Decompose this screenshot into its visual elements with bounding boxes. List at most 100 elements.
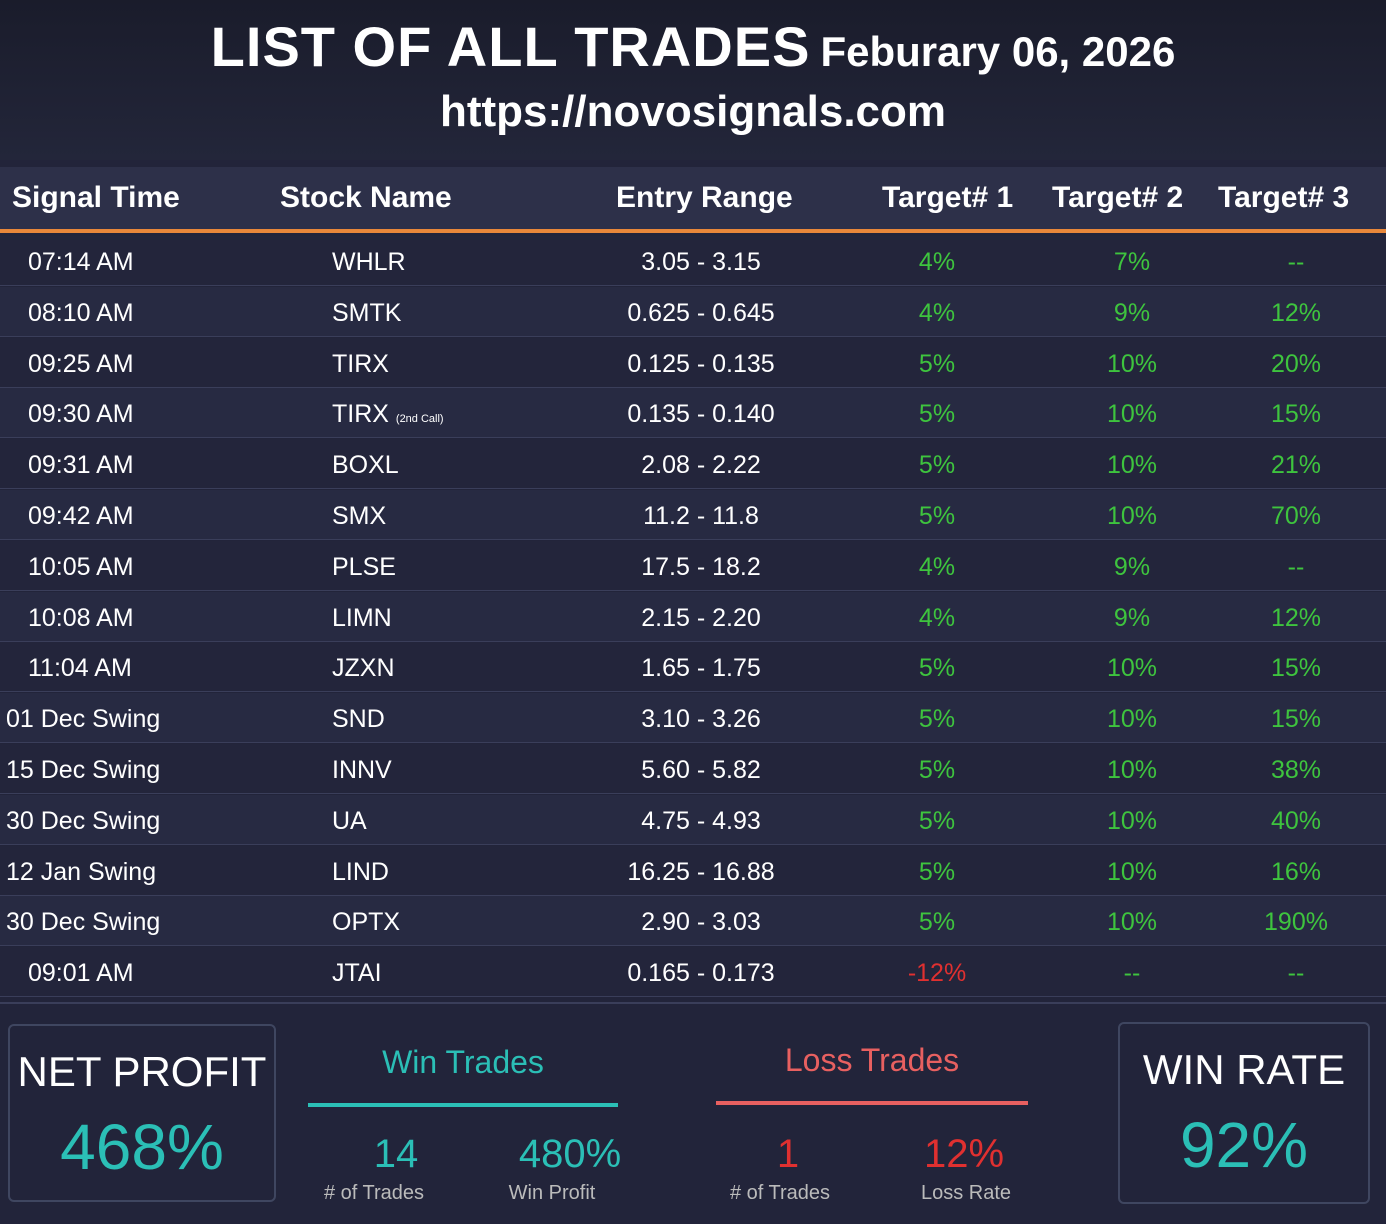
signal-time: 10:05 AM (28, 552, 134, 581)
stock-name: INNV (332, 756, 392, 785)
target-2: 9% (1113, 603, 1151, 632)
signal-time: 11:04 AM (28, 654, 132, 683)
signal-time: 30 Dec Swing (6, 806, 161, 835)
target-3: 16% (1270, 857, 1322, 886)
stock-note: (2nd Call) (395, 413, 444, 426)
target-2: 10% (1106, 857, 1158, 886)
stock-ticker: JTAI (332, 959, 382, 988)
win-profit: 480% (518, 1132, 622, 1176)
entry-range: 2.15 - 2.20 (641, 603, 761, 632)
target-2: -- (1123, 959, 1141, 988)
table-row: 11:04 AM JZXN 1.65 - 1.75 5% 10% 15% (0, 642, 1386, 693)
stock-ticker: LIND (332, 857, 389, 886)
signal-time: 09:42 AM (28, 502, 134, 530)
signal-time: 10:08 AM (28, 603, 134, 632)
target-2: 7% (1113, 248, 1151, 276)
stock-name: PLSE (332, 553, 396, 582)
entry-range: 11.2 - 11.8 (643, 502, 759, 530)
stock-ticker: UA (332, 806, 367, 835)
loss-trades-group: Loss Trades 1 # of Trades 12% Loss Rate (716, 1042, 1028, 1212)
net-profit-value: 468% (60, 1111, 224, 1183)
stock-name: SMTK (332, 299, 401, 328)
stock-name: OPTX (332, 908, 400, 937)
target-1: 5% (918, 451, 956, 480)
table-row: 10:05 AM PLSE 17.5 - 18.2 4% 9% -- (0, 540, 1386, 591)
table-row: 09:30 AM TIRX (2nd Call) 0.135 - 0.140 5% 10… (0, 388, 1386, 439)
table-row: 09:31 AM BOXL 2.08 - 2.22 5% 10% 21% (0, 439, 1386, 490)
signal-time: 01 Dec Swing (6, 705, 161, 734)
signal-time: 12 Jan Swing (6, 857, 157, 886)
win-divider (308, 1103, 618, 1107)
stock-name: SMX (332, 502, 386, 531)
target-1: 5% (918, 908, 956, 937)
target-2: 10% (1106, 756, 1158, 784)
win-rate-value: 92% (1179, 1109, 1309, 1181)
table-row: 09:42 AM SMX 11.2 - 11.8 5% 10% 70% (0, 490, 1386, 540)
target-3: 15% (1270, 654, 1322, 683)
stock-ticker: SND (332, 705, 385, 734)
entry-range: 17.5 - 18.2 (641, 552, 761, 581)
table-row: 30 Dec Swing OPTX 2.90 - 3.03 5% 10% 190% (0, 896, 1386, 947)
target-1: 5% (918, 806, 956, 835)
stock-name: LIMN (332, 604, 392, 633)
target-1: 4% (918, 552, 956, 581)
signal-time: 09:31 AM (28, 451, 134, 480)
entry-range: 3.05 - 3.15 (641, 248, 761, 276)
target-3: 38% (1270, 756, 1322, 784)
stock-name: SND (332, 705, 385, 734)
net-profit-label: NET PROFIT (17, 1048, 267, 1095)
stock-ticker: WHLR (332, 248, 406, 276)
target-3: -- (1287, 552, 1305, 581)
win-profit-label: Win Profit (508, 1182, 596, 1204)
target-3: 12% (1270, 603, 1322, 632)
stock-name: TIRX (2nd Call) (332, 400, 444, 429)
entry-range: 3.10 - 3.26 (641, 705, 761, 734)
loss-trades-label: Loss Trades (784, 1042, 960, 1078)
target-1: 5% (918, 756, 956, 784)
stock-name: BOXL (332, 451, 399, 480)
target-1: 5% (918, 400, 956, 429)
loss-rate: 12% (923, 1132, 1005, 1176)
target-1: 5% (918, 502, 956, 530)
table-row: 01 Dec Swing SND 3.10 - 3.26 5% 10% 15% (0, 693, 1386, 744)
table-row: 08:10 AM SMTK 0.625 - 0.645 4% 9% 12% (0, 286, 1386, 337)
summary-panel: NET PROFIT 468% Win Trades 14 # of Trade… (0, 1002, 1386, 1224)
entry-range: 16.25 - 16.88 (627, 857, 775, 886)
table-row: 30 Dec Swing UA 4.75 - 4.93 5% 10% 40% (0, 794, 1386, 845)
target-1: 4% (918, 298, 956, 327)
target-2: 9% (1113, 552, 1151, 581)
stock-ticker: INNV (332, 756, 392, 784)
target-1: 4% (918, 603, 956, 632)
stock-ticker: TIRX (332, 400, 389, 429)
col-entry-range: Entry Range (616, 181, 793, 214)
stock-ticker: TIRX (332, 349, 389, 378)
table-row: 12 Jan Swing LIND 16.25 - 16.88 5% 10% 16% (0, 845, 1386, 896)
page-title: LIST OF ALL TRADES Feburary 06, 2026 (0, 14, 1386, 79)
target-1: -12% (907, 959, 967, 988)
loss-count-label: # of Trades (729, 1182, 831, 1204)
col-stock-name: Stock Name (280, 181, 452, 214)
signal-time: 09:01 AM (28, 959, 134, 988)
loss-divider (716, 1101, 1028, 1105)
col-target-3: Target# 3 (1218, 181, 1350, 214)
target-3: 21% (1270, 451, 1322, 480)
entry-range: 5.60 - 5.82 (641, 756, 761, 784)
target-1: 5% (918, 705, 956, 734)
stock-ticker: PLSE (332, 552, 396, 581)
net-profit-card: NET PROFIT 468% (8, 1024, 276, 1202)
target-2: 10% (1106, 908, 1158, 937)
table-row: 09:01 AM JTAI 0.165 - 0.173 -12% -- -- (0, 947, 1386, 998)
target-2: 10% (1106, 806, 1158, 835)
win-count-label: # of Trades (323, 1182, 425, 1204)
target-3: 15% (1270, 400, 1322, 429)
target-2: 10% (1106, 654, 1158, 683)
win-trades-group: Win Trades 14 # of Trades 480% Win Profi… (308, 1044, 622, 1214)
stock-name: TIRX (332, 350, 389, 379)
col-target-2: Target# 2 (1052, 181, 1184, 214)
entry-range: 0.625 - 0.645 (627, 298, 775, 327)
title-banner: LIST OF ALL TRADES Feburary 06, 2026 http… (0, 0, 1386, 160)
loss-count: 1 (776, 1132, 800, 1176)
stock-name: JZXN (332, 654, 395, 683)
target-1: 4% (918, 248, 956, 276)
table-row: 10:08 AM LIMN 2.15 - 2.20 4% 9% 12% (0, 591, 1386, 642)
